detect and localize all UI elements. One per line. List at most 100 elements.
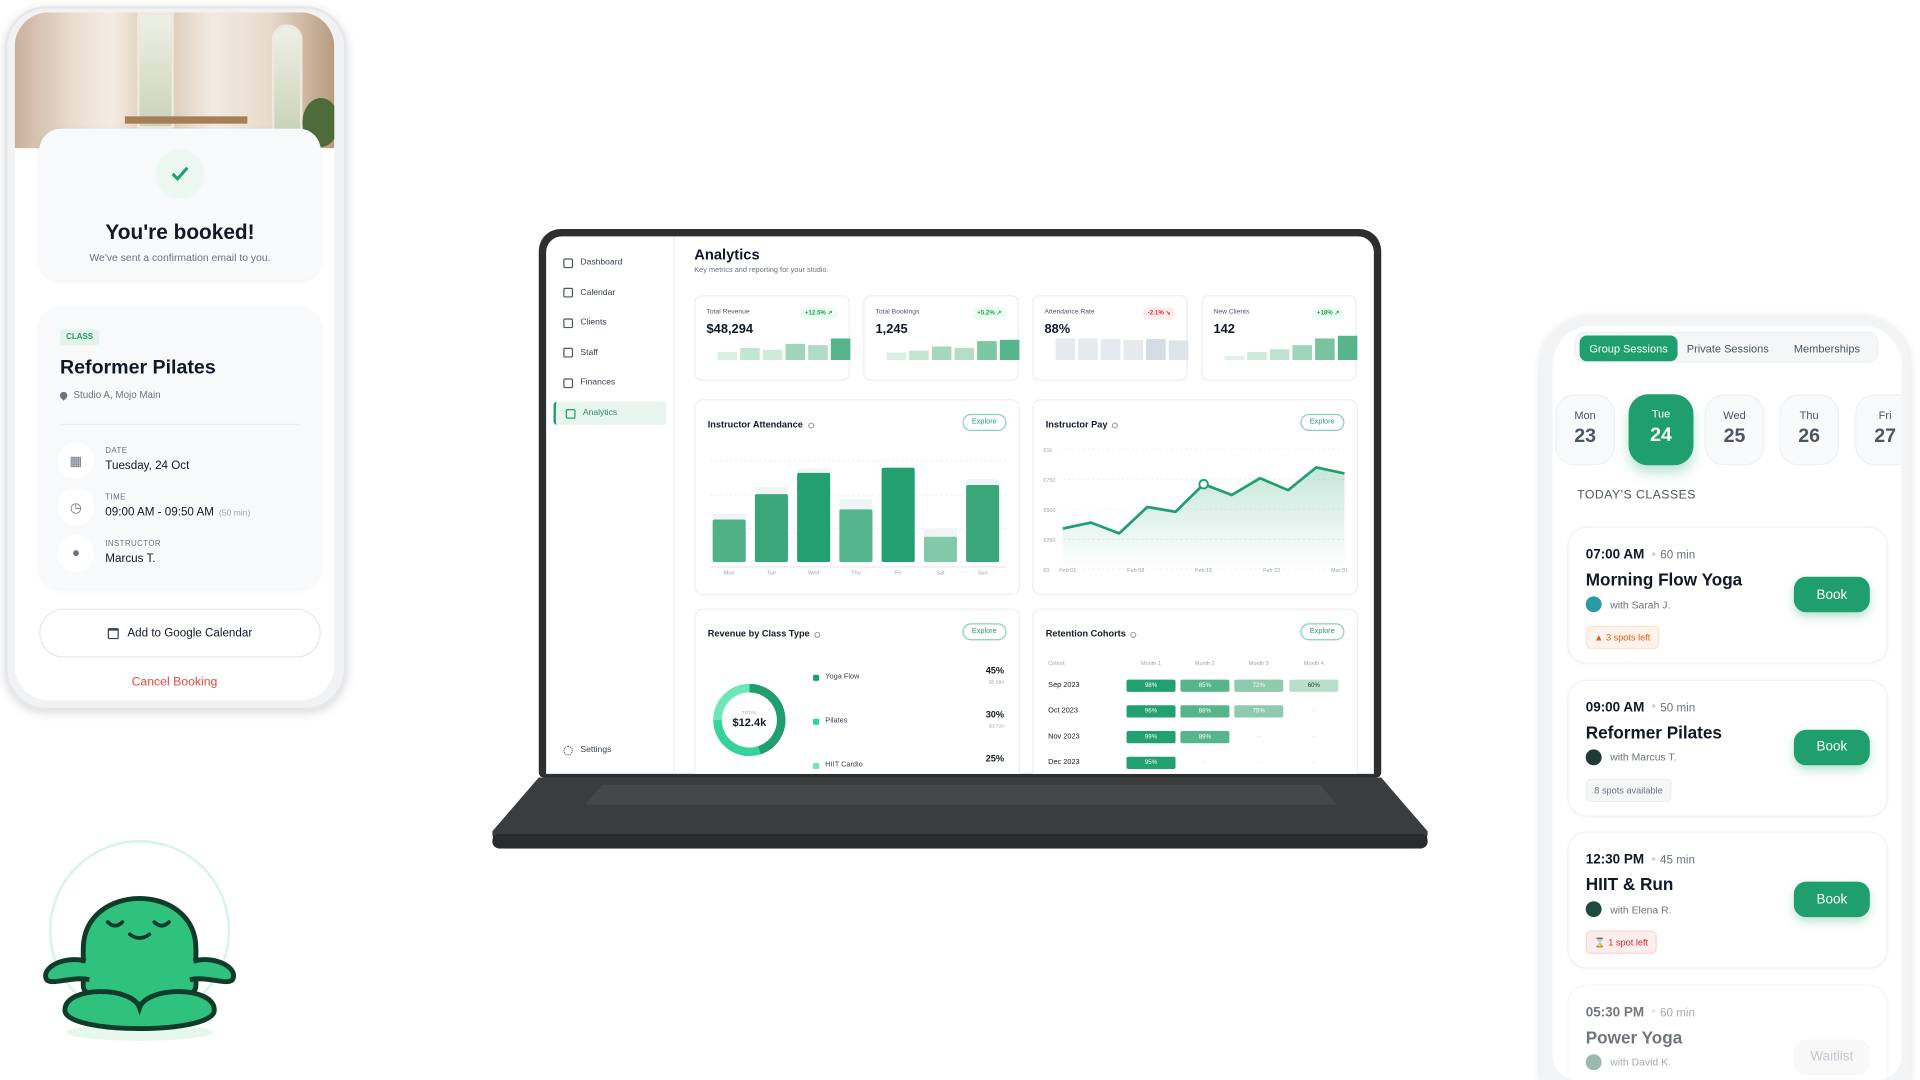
- page-subtitle: Key metrics and reporting for your studi…: [694, 266, 829, 275]
- attendance-bar[interactable]: [966, 484, 1000, 563]
- kpi-sparkline: [1224, 335, 1358, 361]
- sparkline-bar: [1055, 338, 1076, 361]
- day-mon[interactable]: Mon 23: [1555, 394, 1616, 466]
- sidebar-item-calendar[interactable]: Calendar: [553, 281, 666, 304]
- donut-slice[interactable]: [749, 683, 786, 755]
- explore-button[interactable]: Explore: [962, 623, 1007, 641]
- sidebar-item-clients[interactable]: Clients: [553, 311, 666, 334]
- tab-private-sessions[interactable]: Private Sessions: [1686, 342, 1769, 355]
- attendance-bar[interactable]: [754, 494, 788, 563]
- trend-up-icon: ↗: [825, 309, 833, 318]
- book-button[interactable]: Book: [1793, 881, 1870, 918]
- sidebar-item-label: Staff: [580, 348, 598, 358]
- column-header: Month 4: [1303, 660, 1324, 667]
- explore-button[interactable]: Explore: [962, 413, 1007, 432]
- meditating-mascot-illustration: [43, 840, 236, 1041]
- sidebar-item-settings[interactable]: Settings: [553, 738, 666, 761]
- kpi-card: Total Bookings 1,245 +5.2% ↗: [863, 295, 1020, 381]
- book-button[interactable]: Book: [1793, 576, 1870, 613]
- info-icon[interactable]: [1112, 421, 1119, 428]
- day-fri[interactable]: Fri 27: [1855, 394, 1902, 466]
- attendance-bar[interactable]: [712, 519, 746, 563]
- x-tick-label: Mar 01: [1331, 568, 1348, 574]
- booked-title: You're booked!: [105, 220, 255, 244]
- legend-swatch: [813, 674, 820, 681]
- instructor-name: with Elena R.: [1610, 903, 1672, 916]
- column-header: Month 3: [1248, 660, 1269, 667]
- explore-button[interactable]: Explore: [1299, 623, 1345, 641]
- divider: [60, 423, 301, 425]
- detail-extra: (50 min): [218, 509, 251, 518]
- kpi-sparkline: [886, 339, 1020, 361]
- sidebar-item-label: Calendar: [580, 288, 616, 298]
- instructor-avatar: [1585, 1053, 1602, 1070]
- attendance-bar[interactable]: [923, 536, 957, 563]
- cohort-label: Nov 2023: [1048, 733, 1080, 741]
- class-time: 09:00 AM 50 min: [1586, 700, 1695, 715]
- donut-slice[interactable]: [713, 683, 750, 721]
- x-tick-label: Tue: [767, 570, 776, 576]
- attendance-bar[interactable]: [881, 467, 915, 563]
- attendance-bar[interactable]: [839, 509, 873, 563]
- kpi-label: Total Revenue: [706, 308, 750, 316]
- kpi-change-badge: +18% ↗: [1312, 307, 1345, 320]
- class-badge: CLASS: [60, 329, 100, 346]
- sidebar-item-label: Analytics: [582, 408, 618, 418]
- sidebar-item-finances[interactable]: Finances: [553, 371, 666, 394]
- laptop-screen: Dashboard Calendar Clients Staff Finances Ana…: [538, 228, 1382, 778]
- dashboard-icon: [563, 257, 574, 268]
- sparkline-bar: [1168, 340, 1189, 361]
- waitlist-button[interactable]: Waitlist: [1793, 1038, 1870, 1075]
- class-time-text: 12:30 PM: [1585, 852, 1645, 867]
- detail-label: TIME: [105, 493, 126, 503]
- cohort-cell: 96%: [1126, 705, 1176, 718]
- add-to-google-calendar-button[interactable]: Add to Google Calendar: [39, 608, 321, 658]
- gear-icon: [563, 745, 574, 755]
- schedule-phone: Group Sessions Private Sessions Membersh…: [1540, 315, 1911, 1080]
- sparkline-bar: [977, 341, 997, 361]
- explore-button[interactable]: Explore: [1299, 413, 1345, 432]
- book-button[interactable]: Book: [1793, 729, 1870, 765]
- info-icon[interactable]: [814, 631, 821, 638]
- sidebar-item-staff[interactable]: Staff: [553, 341, 666, 364]
- sidebar-item-label: Dashboard: [580, 258, 623, 267]
- cohort-cell: 85%: [1180, 679, 1230, 692]
- cohort-cell: 75%: [1234, 705, 1284, 718]
- cancel-booking-link[interactable]: Cancel Booking: [131, 675, 218, 690]
- sidebar-item-analytics[interactable]: Analytics: [553, 401, 667, 425]
- page-title: Analytics: [694, 246, 760, 264]
- info-icon[interactable]: [807, 421, 814, 428]
- sparkline-bar: [1146, 338, 1166, 361]
- day-name: Mon: [1574, 408, 1596, 422]
- tab-group-sessions[interactable]: Group Sessions: [1579, 335, 1678, 362]
- separator-dot: [1651, 551, 1656, 556]
- card-title: Revenue by Class Type: [707, 628, 810, 640]
- check-icon: [155, 149, 205, 199]
- sparkline-bar: [1292, 345, 1313, 361]
- data-point[interactable]: [1198, 478, 1209, 490]
- legend-label: HIIT Cardio: [825, 761, 863, 769]
- sparkline-bar: [1337, 335, 1358, 361]
- kpi-value: $48,294: [706, 322, 754, 337]
- sidebar-item-dashboard[interactable]: Dashboard: [553, 251, 666, 274]
- donut-slice[interactable]: [713, 719, 761, 757]
- kpi-change-badge: -2.1% ↘: [1142, 307, 1176, 320]
- day-thu[interactable]: Thu 26: [1779, 394, 1840, 466]
- sparkline-bar: [1247, 351, 1267, 361]
- tab-memberships[interactable]: Memberships: [1793, 342, 1861, 355]
- trend-up-icon: ↗: [994, 309, 1002, 318]
- x-tick-label: Feb 01: [1059, 568, 1076, 574]
- card-title: Instructor Pay: [1045, 418, 1108, 430]
- sparkline-bar: [785, 343, 806, 361]
- sparkline-bar: [954, 347, 975, 361]
- finances-icon: [563, 378, 574, 389]
- day-wed[interactable]: Wed 25: [1704, 394, 1765, 466]
- day-number: 24: [1650, 424, 1672, 446]
- day-number: 25: [1723, 426, 1746, 447]
- kpi-sparkline: [1055, 338, 1189, 361]
- attendance-bar[interactable]: [797, 472, 831, 563]
- info-icon[interactable]: [1130, 631, 1137, 638]
- y-tick-label: €0: [1043, 568, 1049, 574]
- legend-swatch: [813, 762, 820, 769]
- day-tue[interactable]: Tue 24: [1628, 394, 1694, 466]
